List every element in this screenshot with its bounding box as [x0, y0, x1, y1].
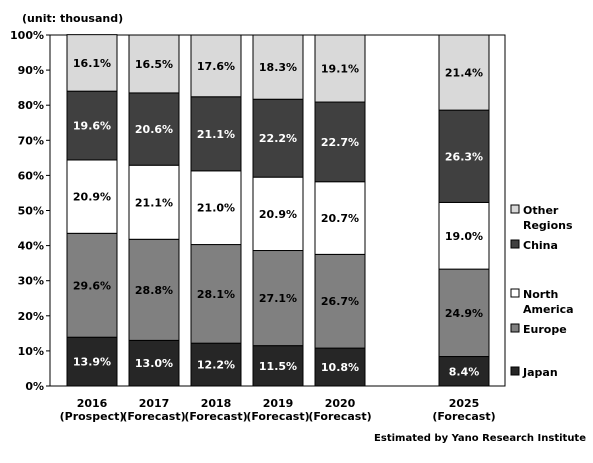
bar-segment — [66, 34, 118, 92]
bar-segment — [190, 34, 242, 98]
bar-segment — [128, 92, 180, 166]
x-tick-label: 2020 — [325, 397, 356, 410]
data-label: 19.1% — [321, 63, 359, 76]
bar-segment — [314, 181, 366, 255]
data-label: 16.5% — [135, 58, 173, 71]
legend-swatch — [510, 204, 520, 214]
data-label: 11.5% — [259, 360, 297, 373]
bar-segment — [66, 90, 118, 161]
y-tick-label: 40% — [18, 240, 44, 253]
legend-entry: Japan — [522, 366, 558, 379]
x-tick-label: 2016 — [77, 397, 108, 410]
data-label: 20.6% — [135, 123, 173, 136]
x-tick-label: 2017 — [139, 397, 170, 410]
data-label: 18.3% — [259, 61, 297, 74]
data-label: 21.1% — [135, 196, 173, 209]
bar-segment — [128, 164, 180, 240]
y-tick-label: 70% — [18, 134, 44, 147]
data-label: 19.0% — [445, 230, 483, 243]
bar-segment — [128, 34, 180, 94]
data-label: 26.7% — [321, 295, 359, 308]
y-tick-label: 80% — [18, 99, 44, 112]
y-tick-label: 10% — [18, 345, 44, 358]
y-tick-label: 20% — [18, 310, 44, 323]
bar-segment — [252, 34, 304, 100]
data-label: 20.9% — [259, 208, 297, 221]
x-tick-label: 2025 — [449, 397, 480, 410]
y-tick-label: 0% — [25, 380, 44, 393]
data-label: 20.7% — [321, 212, 359, 225]
x-tick-label: 2019 — [263, 397, 294, 410]
bar-segment — [252, 176, 304, 252]
y-tick-label: 50% — [18, 205, 44, 218]
legend-entry: North — [523, 288, 558, 301]
data-label: 21.1% — [197, 128, 235, 141]
data-label: 21.0% — [197, 202, 235, 215]
data-label: 17.6% — [197, 60, 235, 73]
bar-segment — [128, 238, 180, 341]
bar-segment — [66, 159, 118, 234]
legend-entry: China — [523, 239, 558, 252]
bar-segment — [314, 101, 366, 183]
data-label: 29.6% — [73, 279, 111, 292]
bar-segment — [438, 356, 490, 387]
legend-swatch — [510, 288, 520, 298]
bar-segment — [66, 232, 118, 338]
legend-swatch — [510, 323, 520, 333]
unit-label: (unit: thousand) — [22, 12, 123, 25]
bar-segment — [190, 244, 242, 344]
y-tick-label: 100% — [10, 29, 44, 42]
data-label: 10.8% — [321, 361, 359, 374]
source-note: Estimated by Yano Research Institute — [374, 433, 586, 444]
bars: 13.9% 29.6% 20.9% 19.6% 16.1% 13.0% 28.8% 21.1%… — [66, 34, 490, 387]
bar-segment — [190, 342, 242, 387]
legend-entry: Regions — [523, 219, 573, 232]
y-axis: 0% 10% 20% 30% 40% 50% 60% 70% 80% 90% 100% — [10, 29, 50, 393]
x-axis: 2016(Prospect)2017(Forecast)2018(Forecas… — [60, 397, 496, 423]
data-label: 22.2% — [259, 132, 297, 145]
bar-segment — [252, 98, 304, 178]
data-label: 12.2% — [197, 359, 235, 372]
data-label: 22.7% — [321, 136, 359, 149]
data-label: 20.9% — [73, 191, 111, 204]
data-label: 13.0% — [135, 357, 173, 370]
data-label: 8.4% — [449, 365, 480, 378]
bar-segment — [66, 336, 118, 387]
legend-entry: Other — [523, 204, 559, 217]
x-tick-label: (Forecast) — [184, 410, 247, 423]
legend-entry: Europe — [523, 323, 567, 336]
x-tick-label: (Forecast) — [308, 410, 371, 423]
data-label: 28.1% — [197, 288, 235, 301]
bar-segment — [438, 109, 490, 203]
y-tick-label: 90% — [18, 64, 44, 77]
bar-segment — [252, 250, 304, 347]
data-label: 16.1% — [73, 57, 111, 70]
data-label: 26.3% — [445, 150, 483, 163]
data-label: 24.9% — [445, 307, 483, 320]
x-tick-label: (Forecast) — [122, 410, 185, 423]
x-tick-label: (Prospect) — [60, 410, 125, 423]
legend-swatch — [510, 239, 520, 249]
data-label: 28.8% — [135, 284, 173, 297]
bar-segment — [438, 201, 490, 270]
x-tick-label: (Forecast) — [432, 410, 495, 423]
bar-segment — [438, 268, 490, 358]
bar-segment — [314, 253, 366, 349]
x-tick-label: 2018 — [201, 397, 232, 410]
bar-segment — [438, 34, 490, 111]
data-label: 13.9% — [73, 356, 111, 369]
legend-entry: America — [523, 303, 574, 316]
data-label: 21.4% — [445, 67, 483, 80]
x-tick-label: (Forecast) — [246, 410, 309, 423]
bar-segment — [314, 34, 366, 103]
y-tick-label: 60% — [18, 169, 44, 182]
data-label: 27.1% — [259, 292, 297, 305]
legend-swatch — [510, 366, 520, 376]
data-label: 19.6% — [73, 120, 111, 133]
legend: Japan Europe North America China Other Regions — [510, 204, 574, 379]
bar-segment — [252, 345, 304, 387]
y-tick-label: 30% — [18, 275, 44, 288]
